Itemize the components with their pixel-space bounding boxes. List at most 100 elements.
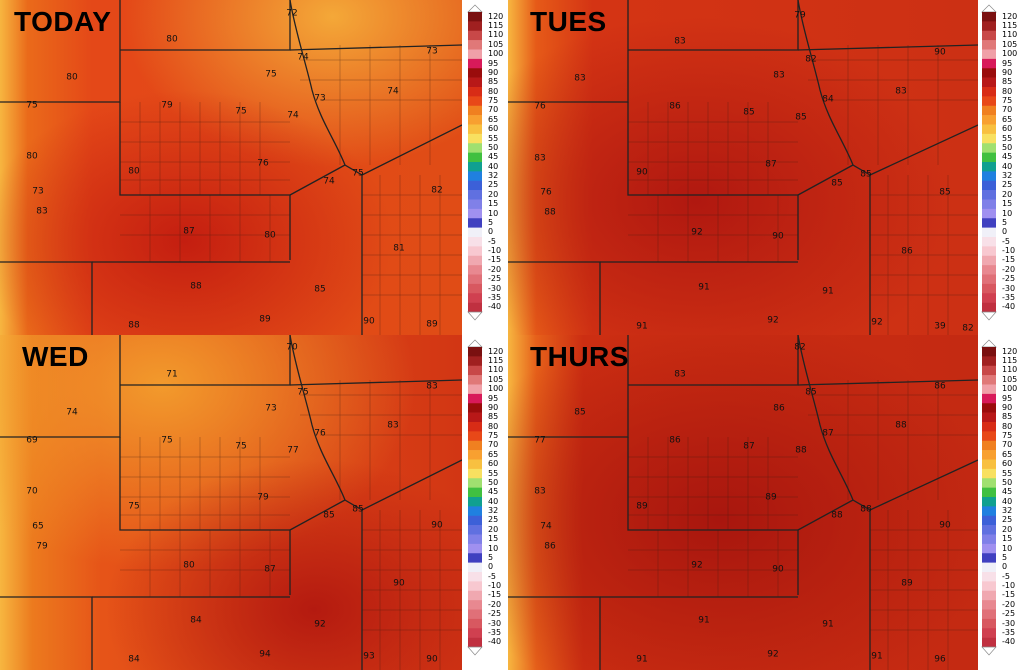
scale-tick-label: -20 (1002, 264, 1016, 274)
temperature-value: 89 (259, 314, 271, 325)
scale-tick-label: 110 (488, 365, 504, 375)
scale-swatch (468, 162, 482, 172)
temperature-value: 92 (871, 317, 883, 328)
scale-swatch (982, 171, 996, 182)
scale-swatch (468, 49, 482, 60)
temperature-value: 91 (636, 654, 648, 665)
scale-swatch (468, 21, 482, 32)
scale-swatch (468, 365, 482, 376)
scale-tick-label: 80 (1002, 421, 1013, 431)
scale-swatch (982, 590, 996, 601)
scale-swatch (982, 618, 996, 629)
scale-tick-label: 75 (488, 431, 499, 441)
scale-swatch (982, 525, 996, 535)
scale-swatch (468, 30, 482, 41)
scale-swatch (982, 497, 996, 507)
scale-swatch (982, 49, 996, 60)
temperature-value: 90 (772, 564, 784, 575)
scale-swatch (982, 609, 996, 620)
scale-swatch (468, 237, 482, 247)
scale-tick-label: -5 (1002, 571, 1010, 581)
scale-swatch (468, 227, 482, 238)
temperature-value: 74 (66, 407, 78, 418)
temperature-value: 89 (426, 319, 438, 330)
scale-tick-label: -10 (1002, 246, 1016, 256)
scale-swatch (468, 171, 482, 182)
scale-tick-label: 120 (1002, 11, 1018, 21)
temperature-value: 92 (691, 227, 703, 238)
scale-tick-label: -25 (488, 609, 502, 619)
scale-swatch (982, 375, 996, 385)
scale-swatch (468, 384, 482, 395)
scale-tick-label: 32 (1002, 506, 1013, 516)
scale-tick-label: 65 (1002, 449, 1013, 459)
day-title: TUES (530, 6, 607, 37)
scale-tick-label: 115 (1002, 356, 1018, 366)
scale-swatch (468, 218, 482, 228)
temperature-value: 73 (32, 186, 44, 197)
scale-tick-label: -5 (488, 571, 496, 581)
scale-tick-label: 15 (488, 199, 499, 209)
scale-tick-label: -25 (488, 274, 502, 284)
temperature-value: 83 (674, 36, 686, 47)
scale-bottom-arrow (467, 646, 483, 656)
scale-tick-label: 20 (488, 524, 499, 534)
temperature-value: 74 (287, 110, 299, 121)
temperature-value: 76 (314, 428, 326, 439)
temperature-value: 86 (669, 101, 681, 112)
scale-swatch (982, 96, 996, 107)
scale-tick-label: 100 (1002, 384, 1018, 394)
scale-tick-label: 70 (488, 105, 499, 115)
temperature-value: 82 (794, 342, 806, 353)
scale-tick-label: -35 (488, 292, 502, 302)
scale-swatch (468, 609, 482, 620)
scale-tick-label: 25 (488, 180, 499, 190)
scale-swatch (468, 302, 482, 313)
scale-swatch (982, 87, 996, 97)
temperature-value: 89 (636, 501, 648, 512)
scale-tick-label: 85 (488, 412, 499, 422)
scale-swatch (468, 562, 482, 573)
scale-swatch (468, 431, 482, 442)
scale-tick-label: 110 (1002, 365, 1018, 375)
scale-tick-label: 40 (488, 496, 499, 506)
scale-swatch (468, 618, 482, 629)
scale-tick-label: 110 (488, 30, 504, 40)
scale-tick-label: -35 (488, 627, 502, 637)
scale-swatch (982, 422, 996, 432)
temperature-value: 85 (743, 107, 755, 118)
scale-tick-label: 5 (1002, 217, 1008, 227)
scale-tick-label: 32 (1002, 171, 1013, 181)
temperature-value: 75 (297, 387, 309, 398)
temperature-value: 92 (767, 315, 779, 326)
scale-swatch (468, 506, 482, 517)
scale-tick-label: 105 (488, 374, 504, 384)
scale-tick-label: 10 (488, 208, 499, 218)
temperature-value: 83 (895, 86, 907, 97)
scale-tick-label: 85 (488, 77, 499, 87)
color-scale-bar (467, 339, 483, 656)
temperature-value: 92 (767, 649, 779, 660)
scale-swatch (468, 403, 482, 413)
scale-swatch (982, 21, 996, 32)
temperature-map (0, 0, 462, 335)
temperature-value: 90 (393, 578, 405, 589)
scale-tick-label: 75 (1002, 431, 1013, 441)
scale-swatch (982, 124, 996, 135)
temperature-value: 74 (323, 176, 335, 187)
scale-tick-label: 95 (1002, 393, 1013, 403)
scale-tick-label: 45 (488, 152, 499, 162)
day-title: WED (22, 341, 89, 372)
scale-swatch (982, 440, 996, 451)
temperature-value: 92 (314, 619, 326, 630)
temperature-value: 88 (190, 281, 202, 292)
scale-tick-label: -40 (1002, 637, 1016, 647)
temperature-value: 87 (743, 441, 755, 452)
scale-top-arrow (981, 339, 997, 348)
scale-swatch (982, 274, 996, 285)
scale-swatch (982, 246, 996, 257)
scale-swatch (982, 293, 996, 303)
temperature-value: 87 (183, 226, 195, 237)
map-panel-today: TODAY 72 80 73 80 74 75 74 79 73 75 75 74 80 76 80 75 74… (0, 0, 512, 335)
temperature-value: 74 (387, 86, 399, 97)
